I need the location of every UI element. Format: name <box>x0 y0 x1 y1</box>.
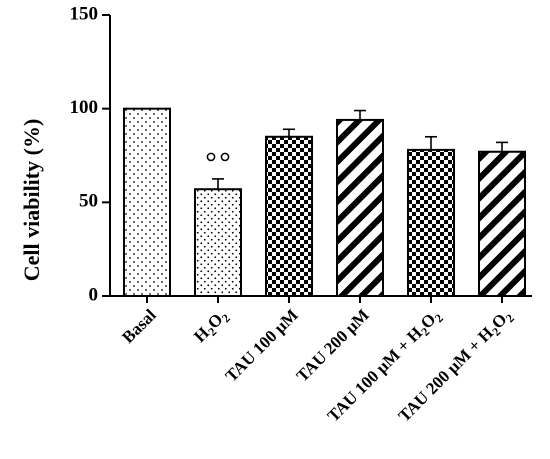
y-tick-label: 100 <box>70 97 99 118</box>
x-tick-label-2: TAU 100 μM <box>222 305 302 385</box>
significance-dot <box>220 152 230 162</box>
x-axis <box>110 295 532 303</box>
y-axis-title: Cell viability (%) <box>19 119 44 282</box>
error-bars <box>212 109 508 190</box>
x-tick-label-0: Basal <box>118 305 160 347</box>
significance-dot <box>206 152 216 162</box>
bar-4 <box>407 148 455 297</box>
y-axis: 0 50 100 150 <box>70 3 111 305</box>
significance-markers <box>206 152 230 162</box>
y-axis-label: Cell viability (%) <box>19 119 44 282</box>
y-tick-label: 150 <box>70 3 99 24</box>
bar-5 <box>478 150 526 297</box>
y-tick-label: 0 <box>89 284 99 305</box>
bar-1 <box>194 188 242 297</box>
bar-2 <box>265 135 313 297</box>
bars <box>123 107 526 298</box>
x-tick-label-1: H2O2 <box>190 305 233 348</box>
bar-0 <box>123 107 171 297</box>
y-tick-label: 50 <box>79 191 98 212</box>
significance-marker-0 <box>206 152 230 162</box>
bar-3 <box>336 118 384 298</box>
x-tick-label-3: TAU 200 μM <box>293 305 373 385</box>
